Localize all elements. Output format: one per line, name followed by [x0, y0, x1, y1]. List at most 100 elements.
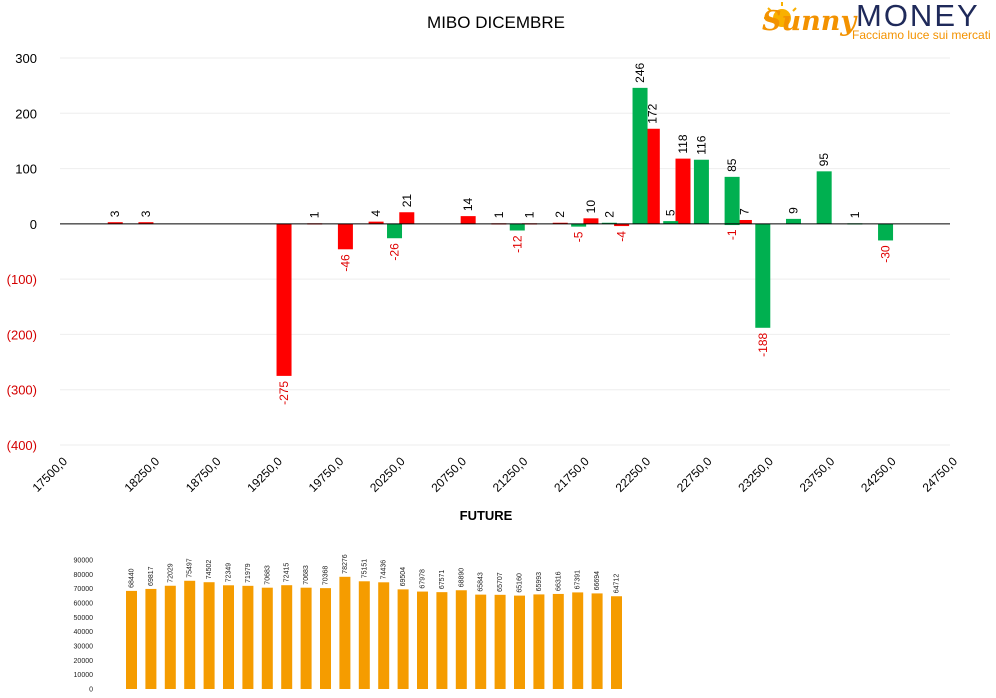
x-tick-label: 19250,0 [244, 454, 285, 495]
data-label: 7 [737, 208, 751, 215]
y-tick-label: (400) [7, 438, 37, 453]
bar-green [387, 223, 403, 239]
data-label: 1 [848, 211, 862, 218]
main-bars [107, 87, 894, 376]
future-y-tick-label: 10000 [74, 672, 94, 679]
y-tick-label: (300) [7, 383, 37, 398]
future-data-label: 75497 [187, 558, 194, 578]
future-data-label: 69817 [148, 566, 155, 586]
future-data-label: 65993 [536, 572, 543, 592]
future-data-label: 70368 [323, 566, 330, 586]
data-label: 14 [461, 197, 475, 211]
data-label: -12 [510, 235, 524, 253]
data-label: 246 [633, 63, 647, 83]
sunny-money-logo: Sunny MONEY Facciamo luce sui mercati [760, 0, 996, 44]
data-label: 1 [308, 211, 322, 218]
main-grid [60, 57, 950, 446]
x-tick-label: 19750,0 [306, 454, 347, 495]
future-y-tick-label: 90000 [74, 558, 94, 565]
bar-green [755, 223, 771, 328]
bar-green [663, 221, 679, 224]
bar-red [736, 219, 752, 224]
bar-green [632, 87, 648, 224]
bar-red [399, 212, 415, 224]
data-label: -275 [277, 381, 291, 405]
main-value-labels: 3 3 -275 1 -46 4 21 14 1 1 2 10 -4 172 118 7 -26 -12 -5 2 24… [108, 63, 892, 405]
future-bar [126, 590, 137, 689]
future-bar [378, 582, 390, 689]
future-bar [339, 576, 351, 689]
bar-green [878, 223, 894, 241]
data-label: 9 [786, 207, 800, 214]
bar-green [601, 222, 617, 224]
data-label: 5 [664, 209, 678, 216]
x-tick-label: 17500,0 [30, 454, 71, 495]
x-tick-label: 20250,0 [367, 454, 408, 495]
y-tick-label: (100) [7, 272, 37, 287]
data-label: 21 [400, 194, 414, 208]
future-bar [514, 595, 525, 689]
future-data-label: 65707 [497, 572, 504, 592]
bar-green [509, 223, 525, 231]
x-tick-label: 23750,0 [797, 454, 838, 495]
future-bar [223, 585, 234, 689]
future-data-label: 67978 [420, 569, 427, 589]
logo-tagline: Facciamo luce sui mercati [852, 28, 991, 42]
x-tick-label: 21250,0 [490, 454, 531, 495]
future-bar [494, 594, 506, 689]
bar-red [460, 216, 476, 224]
data-label: 85 [725, 158, 739, 172]
data-label: -46 [338, 254, 352, 272]
y-tick-label: 0 [30, 217, 37, 232]
sun-logo-icon [764, 2, 797, 27]
x-tick-label: 22250,0 [613, 454, 654, 495]
future-bar [203, 582, 215, 689]
future-data-label: 68440 [129, 568, 136, 588]
future-y-tick-label: 70000 [74, 586, 94, 593]
bar-red [138, 222, 154, 224]
future-bar [591, 593, 603, 689]
future-y-tick-label: 0 [89, 687, 93, 694]
future-data-label: 68890 [458, 568, 465, 588]
future-bar [475, 594, 487, 689]
future-y-tick-label: 30000 [74, 644, 94, 651]
data-label: 172 [645, 103, 659, 123]
data-label: 2 [553, 211, 567, 218]
future-data-label: 78276 [342, 554, 349, 574]
bar-red [583, 218, 599, 224]
data-label: -30 [879, 245, 893, 263]
main-y-axis: 300 200 100 0 (100) (200) (300) (400) [7, 51, 37, 453]
future-y-tick-label: 20000 [74, 658, 94, 665]
future-data-label: 70683 [264, 565, 271, 585]
future-data-label: 72029 [167, 563, 174, 583]
main-x-axis: 17500,0 18250,0 18750,0 19250,0 19750,0 20250… [30, 454, 961, 495]
bar-red [644, 128, 660, 224]
logo-brand-word: MONEY [856, 0, 980, 33]
y-tick-label: 100 [15, 162, 37, 177]
bar-green [724, 223, 740, 226]
data-label: -188 [756, 332, 770, 356]
data-label: 1 [523, 211, 537, 218]
mibo-chart: MIBO DICEMBRE 300 200 100 0 (100) (200) (300) (… [7, 13, 961, 495]
future-bar [533, 594, 545, 689]
future-bar [320, 588, 331, 689]
future-bar [145, 588, 157, 689]
future-bar [242, 585, 254, 689]
future-data-label: 70683 [303, 565, 310, 585]
data-label: -4 [615, 231, 629, 242]
future-bar [164, 585, 176, 689]
future-y-axis: 90000 80000 70000 60000 50000 40000 30000 20000… [74, 558, 94, 694]
future-data-label: 69504 [400, 567, 407, 587]
x-tick-label: 18750,0 [183, 454, 224, 495]
x-tick-label: 23250,0 [735, 454, 776, 495]
future-data-label: 66694 [594, 571, 601, 591]
future-bar [417, 591, 428, 689]
future-bar [300, 587, 312, 689]
data-label: 118 [676, 134, 690, 153]
future-bars [126, 576, 622, 689]
future-y-tick-label: 80000 [74, 572, 94, 579]
y-tick-label: (200) [7, 327, 37, 342]
bar-red [337, 223, 353, 250]
logo-brand-script: Sunny [762, 6, 857, 37]
bar-red [368, 221, 384, 224]
